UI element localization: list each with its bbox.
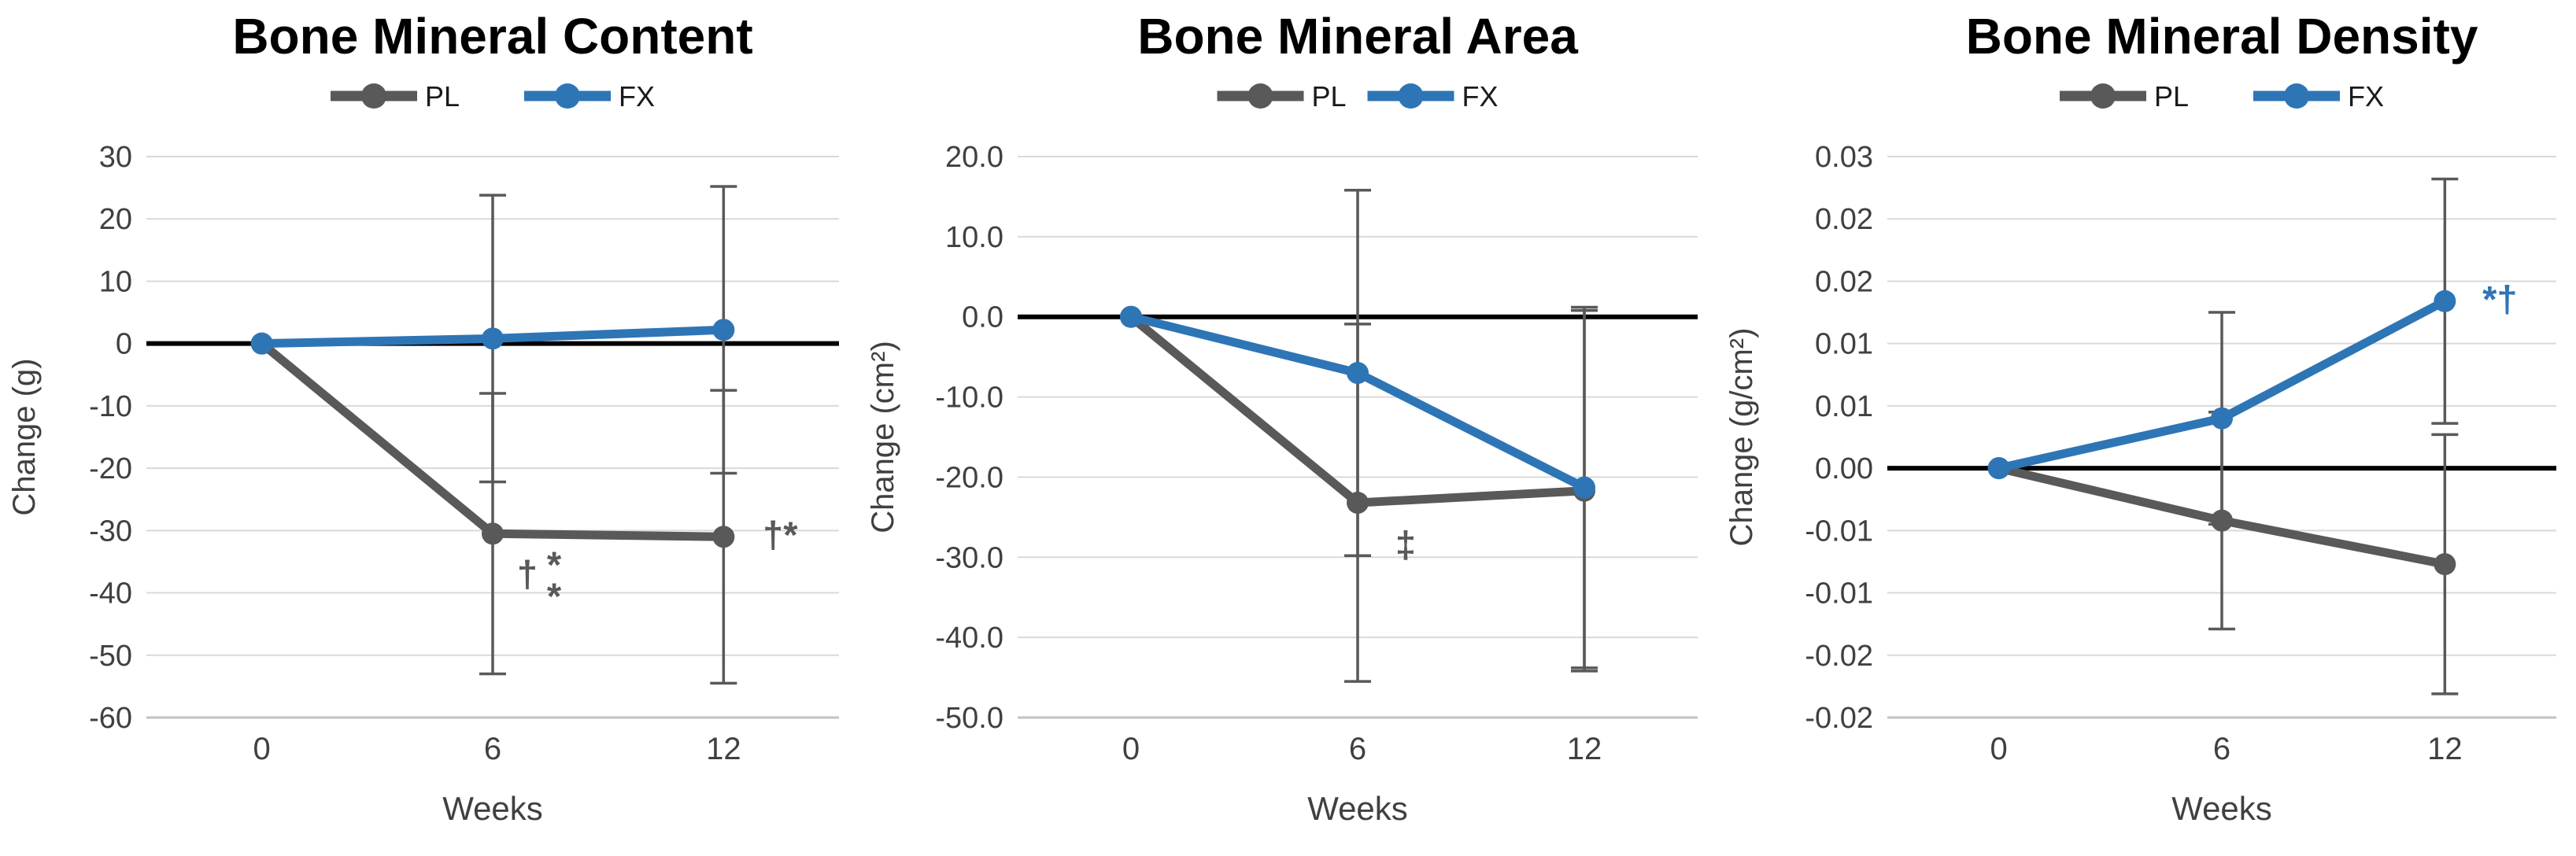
legend-item-fx: FX [1367, 80, 1499, 113]
legend-marker-fx [2284, 83, 2309, 109]
legend: PL FX [1217, 80, 1499, 113]
data-point-fx-0 [1120, 305, 1142, 328]
legend-label-fx: FX [1462, 80, 1499, 113]
legend: PL FX [2060, 80, 2384, 113]
data-point-pl-2 [2434, 553, 2456, 576]
legend-marker-fx [555, 83, 580, 109]
annotation: * [547, 575, 562, 617]
legend-item-fx: FX [524, 80, 655, 113]
y-axis-title: Change (g) [7, 358, 42, 515]
y-tick-label: 10 [99, 265, 132, 298]
data-point-pl-1 [1347, 492, 1369, 515]
chart-background [1717, 0, 2576, 856]
chart-bone-mineral-density: Bone Mineral Density PL FX 0.03 0.02 0.02 0.01… [1717, 0, 2576, 856]
chart-title: Bone Mineral Area [1137, 8, 1578, 65]
y-tick-label: -0.02 [1805, 640, 1873, 673]
chart-figure-bone-mineral-area: Bone Mineral Area PL FX 20.0 10.0 0.0 -10.0 -20… [859, 0, 1717, 856]
y-tick-label: 20.0 [945, 141, 1003, 174]
legend-item-pl: PL [2060, 80, 2189, 113]
legend-label-fx: FX [619, 80, 655, 113]
legend-marker-fx [1398, 83, 1424, 109]
chart-background [859, 0, 1717, 856]
x-axis-title: Weeks [442, 790, 543, 827]
chart-figure-bone-mineral-density: Bone Mineral Density PL FX 0.03 0.02 0.02 0.01… [1717, 0, 2576, 856]
y-tick-label: -30 [89, 515, 132, 548]
chart-bone-mineral-content: Bone Mineral Content PL FX 30 20 10 0 -10 -20 -30… [0, 0, 859, 856]
annotation: † [517, 553, 538, 595]
y-tick-label: -40.0 [935, 622, 1003, 655]
legend-item-fx: FX [2253, 80, 2384, 113]
chart-bone-mineral-area: Bone Mineral Area PL FX 20.0 10.0 0.0 -10.0 -20… [859, 0, 1717, 856]
y-tick-label: 10.0 [945, 221, 1003, 254]
y-tick-label: 0.01 [1815, 328, 1873, 361]
x-tick-label: 6 [1349, 732, 1366, 766]
y-tick-label: -20.0 [935, 461, 1003, 494]
chart-title: Bone Mineral Content [232, 8, 752, 65]
data-point-fx-2 [1573, 476, 1595, 499]
data-point-pl-1 [482, 522, 504, 545]
legend: PL FX [331, 80, 655, 113]
x-axis-title: Weeks [2171, 790, 2272, 827]
y-tick-label: -50 [89, 640, 132, 673]
annotation: †* [763, 514, 798, 555]
legend-marker-pl [1247, 83, 1273, 109]
x-tick-label: 0 [1990, 732, 2008, 766]
y-tick-label: 0.01 [1815, 390, 1873, 423]
x-tick-label: 12 [1567, 732, 1602, 766]
x-tick-label: 0 [253, 732, 271, 766]
data-point-pl-1 [2211, 509, 2233, 532]
chart-figure-bone-mineral-content: Bone Mineral Content PL FX 30 20 10 0 -10 -20 -30… [0, 0, 859, 856]
data-point-fx-1 [1347, 362, 1369, 385]
annotation: ‡ [1395, 524, 1416, 566]
y-tick-label: -30.0 [935, 541, 1003, 574]
y-tick-label: 0.03 [1815, 141, 1873, 174]
y-tick-label: 0.02 [1815, 265, 1873, 298]
x-axis-title: Weeks [1307, 790, 1408, 827]
y-tick-label: -50.0 [935, 702, 1003, 735]
x-tick-label: 0 [1122, 732, 1140, 766]
data-point-fx-2 [712, 319, 735, 341]
data-point-fx-0 [250, 332, 273, 355]
y-tick-label: -10 [89, 390, 132, 423]
data-point-pl-2 [712, 526, 735, 548]
data-point-fx-1 [482, 327, 504, 350]
y-tick-label: 0.02 [1815, 203, 1873, 236]
annotation: * [547, 544, 562, 585]
y-tick-label: -0.01 [1805, 515, 1873, 548]
legend-item-pl: PL [1217, 80, 1347, 113]
legend-marker-pl [361, 83, 386, 109]
y-tick-label: -40 [89, 577, 132, 611]
x-tick-label: 6 [484, 732, 501, 766]
x-tick-label: 6 [2213, 732, 2230, 766]
y-tick-label: -0.02 [1805, 702, 1873, 735]
legend-label-pl: PL [2154, 80, 2189, 113]
y-axis-title: Change (g/cm²) [1724, 328, 1759, 547]
x-tick-label: 12 [2427, 732, 2463, 766]
data-point-fx-0 [1987, 457, 2010, 480]
y-tick-label: 20 [99, 203, 132, 236]
legend-label-fx: FX [2348, 80, 2384, 113]
annotation: *† [2482, 278, 2517, 319]
x-tick-label: 12 [706, 732, 741, 766]
y-tick-label: 30 [99, 141, 132, 174]
y-axis-title: Change (cm²) [866, 341, 900, 533]
chart-title: Bone Mineral Density [1966, 8, 2478, 65]
y-tick-label: -0.01 [1805, 577, 1873, 611]
data-point-fx-1 [2211, 407, 2233, 430]
data-point-fx-2 [2434, 290, 2456, 312]
y-tick-label: 0 [116, 328, 132, 361]
y-tick-label: -10.0 [935, 382, 1003, 415]
legend-marker-pl [2090, 83, 2116, 109]
y-tick-label: -60 [89, 702, 132, 735]
chart-background [0, 0, 859, 856]
legend-label-pl: PL [425, 80, 460, 113]
y-tick-label: -20 [89, 452, 132, 485]
y-tick-label: 0.00 [1815, 452, 1873, 485]
y-tick-label: 0.0 [962, 301, 1003, 334]
legend-item-pl: PL [331, 80, 460, 113]
legend-label-pl: PL [1312, 80, 1347, 113]
